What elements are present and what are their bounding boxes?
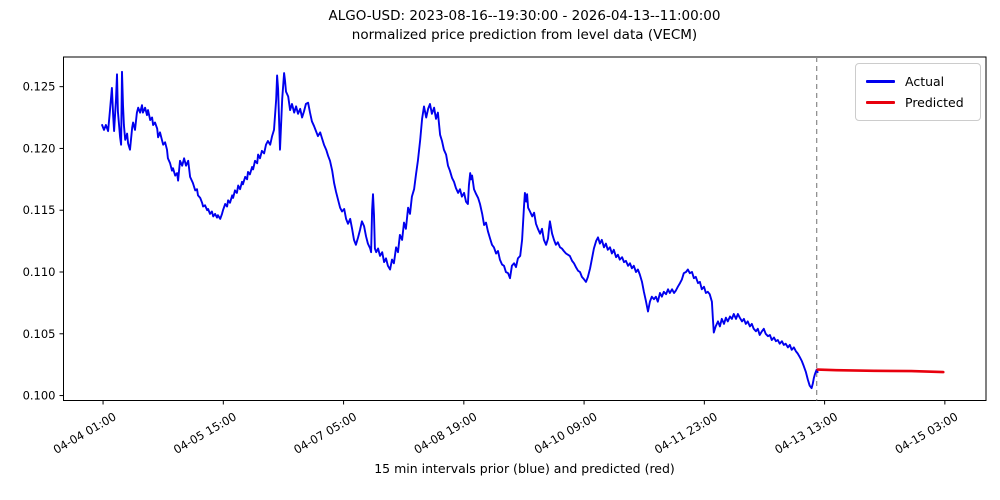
y-tick-label: 0.105 — [23, 327, 56, 341]
x-tick-label: 04-05 15:00 — [171, 409, 239, 456]
legend-item: Actual — [866, 71, 970, 92]
x-tick-label: 04-10 09:00 — [532, 409, 600, 456]
chart-title: ALGO-USD: 2023-08-16--19:30:00 - 2026-04… — [63, 7, 986, 45]
legend-label: Predicted — [905, 95, 964, 110]
actual-series-line — [101, 70, 819, 390]
plot-frame — [63, 56, 987, 401]
legend-line-swatch — [866, 80, 895, 83]
y-tick-label: 0.120 — [23, 141, 56, 155]
y-tick-label: 0.125 — [23, 80, 56, 94]
x-tick-label: 04-07 05:00 — [291, 409, 359, 456]
legend-item: Predicted — [866, 92, 970, 113]
y-tick-label: 0.110 — [23, 265, 56, 279]
predicted-series-line — [816, 368, 945, 374]
x-tick-label: 04-15 03:00 — [893, 409, 961, 456]
y-tick-label: 0.100 — [23, 389, 56, 403]
x-tick-label: 04-08 19:00 — [412, 409, 480, 456]
legend-label: Actual — [905, 74, 945, 89]
x-axis-label: 15 min intervals prior (blue) and predic… — [374, 461, 675, 476]
x-tick-label: 04-11 23:00 — [652, 409, 720, 456]
x-tick-label: 04-13 13:00 — [772, 409, 840, 456]
chart-title-line1: ALGO-USD: 2023-08-16--19:30:00 - 2026-04… — [328, 8, 721, 24]
legend: Actual Predicted — [855, 63, 981, 121]
x-tick-label: 04-04 01:00 — [51, 409, 119, 456]
chart-title-line2: normalized price prediction from level d… — [351, 27, 698, 43]
y-tick-label: 0.115 — [23, 203, 56, 217]
legend-line-swatch — [866, 101, 895, 104]
